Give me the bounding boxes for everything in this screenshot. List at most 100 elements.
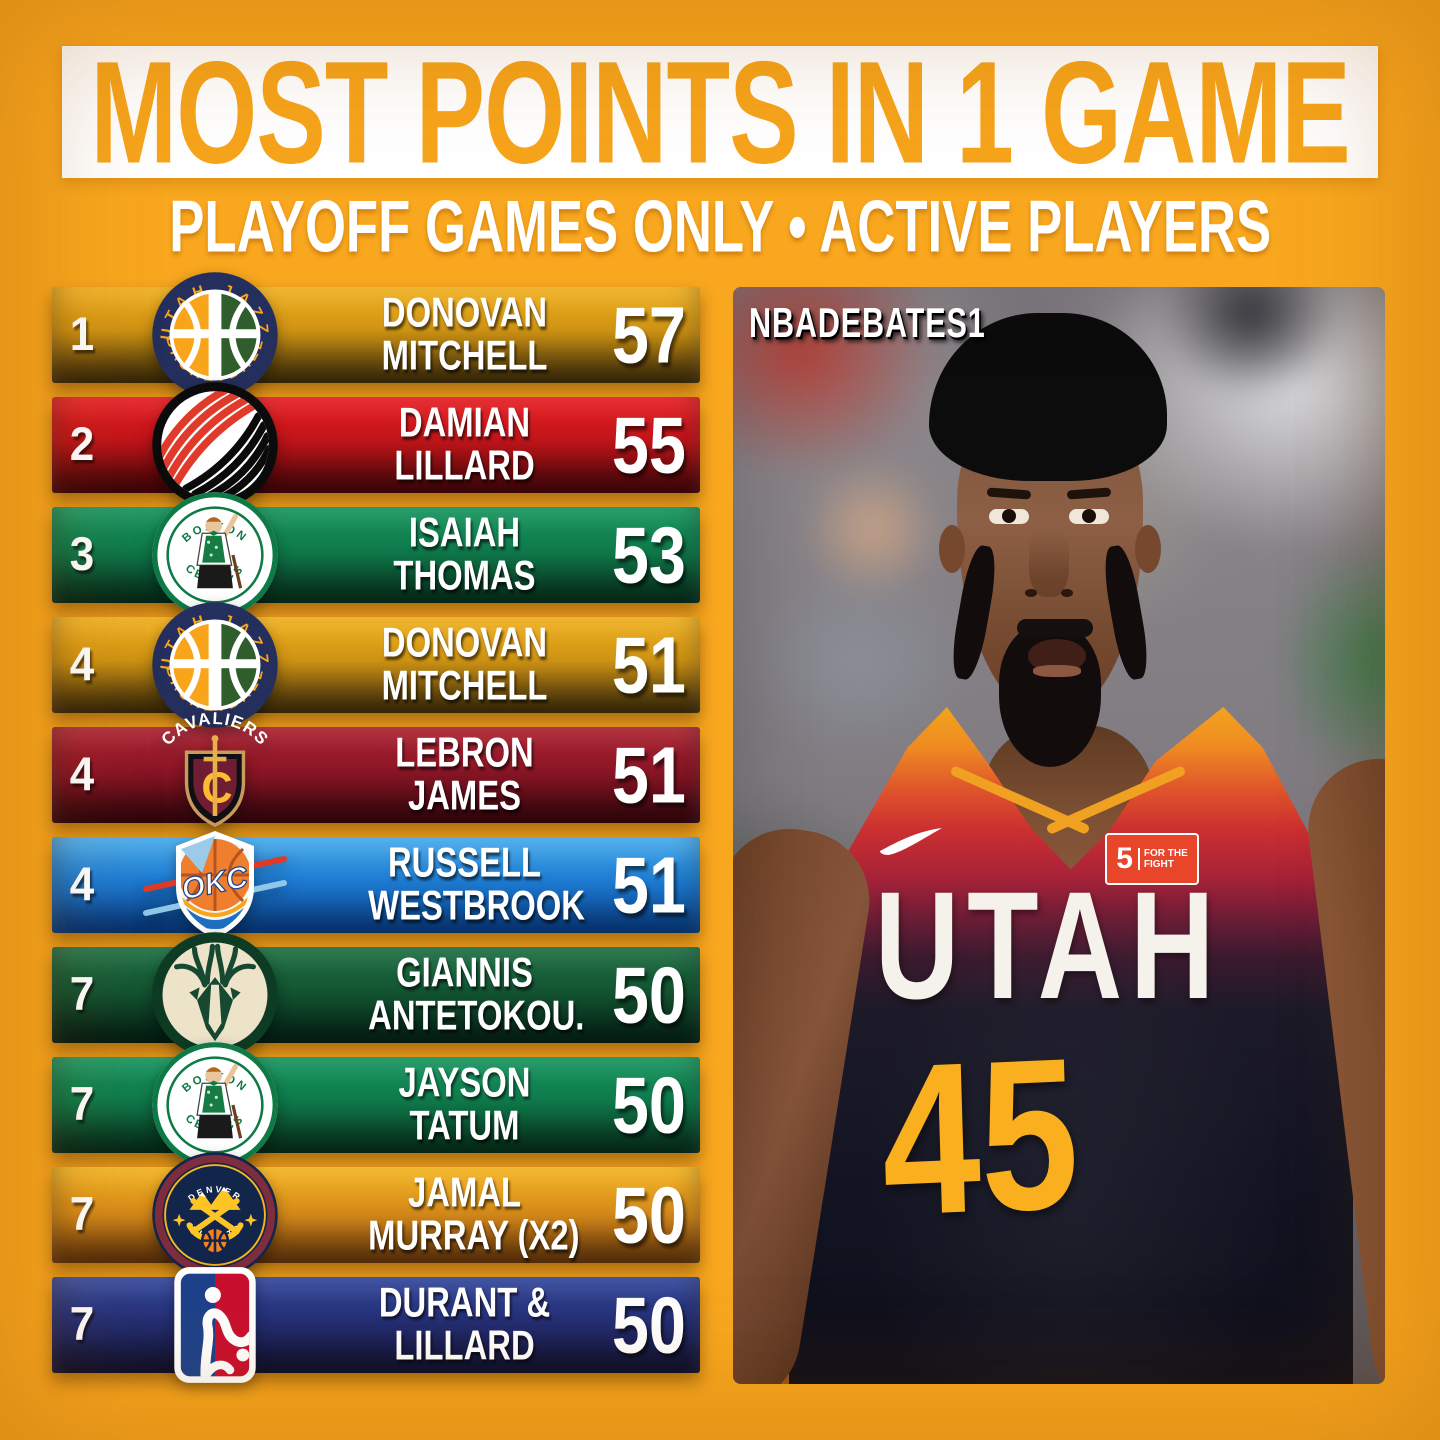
rank-label: 4 <box>69 638 95 691</box>
points-value: 51 <box>611 730 686 820</box>
player-name: DURANT & LILLARD <box>368 1279 561 1370</box>
five-for-the-fight-patch: 5 FOR THE FIGHT <box>1105 833 1199 885</box>
jersey-neck-trim-right <box>1045 764 1187 836</box>
page-title: MOST POINTS IN 1 GAME <box>90 30 1350 194</box>
player-name-line2: WESTBROOK <box>368 882 585 930</box>
basketball-blob <box>733 1287 823 1384</box>
rank-label: 7 <box>69 968 95 1021</box>
player-eye-right <box>1069 509 1109 524</box>
player-name: ISAIAH THOMAS <box>368 509 561 600</box>
player-photo: UTAH 45 5 FOR THE FIGHT NBADE <box>733 287 1385 1384</box>
rank-label: 2 <box>69 418 95 471</box>
rank-label: 7 <box>69 1298 95 1351</box>
player-name-line1: JAMAL <box>408 1169 521 1217</box>
player-name-line1: ISAIAH <box>408 509 521 557</box>
player-name-line2: LILLARD <box>394 442 535 490</box>
player-name-line1: DURANT & <box>378 1279 551 1327</box>
iris <box>1002 509 1016 523</box>
player-name-line2: LILLARD <box>394 1322 535 1370</box>
rank-label: 7 <box>69 1188 95 1241</box>
patch-line2: FIGHT <box>1143 859 1174 870</box>
page-subtitle: PLAYOFF GAMES ONLY • ACTIVE PLAYERS <box>169 186 1271 269</box>
patch-number: 5 <box>1116 842 1133 875</box>
leaderboard-row-4: 4 DONOVAN MITCHELL 51 <box>52 617 700 713</box>
player-name-line2: ANTETOKOU. <box>368 992 585 1040</box>
player-name-line2: THOMAS <box>393 552 536 600</box>
iris <box>1082 509 1096 523</box>
points-value: 55 <box>611 400 686 490</box>
subtitle-row: PLAYOFF GAMES ONLY • ACTIVE PLAYERS <box>0 187 1440 268</box>
player-nostril-right <box>1061 589 1073 597</box>
player-name-line1: LEBRON <box>395 729 534 777</box>
player-ear-right <box>1135 525 1161 573</box>
rank-label: 3 <box>69 528 95 581</box>
rank-label: 1 <box>69 308 95 361</box>
player-name: LEBRON JAMES <box>368 729 561 820</box>
player-name: DONOVAN MITCHELL <box>368 619 561 710</box>
player-nose <box>1029 525 1069 597</box>
player-name-line2: MURRAY (X2) <box>368 1212 580 1260</box>
player-lower-lip <box>1033 665 1081 677</box>
leaderboard-row-7: 7 GIANNIS ANTETOKOU. 50 <box>52 947 700 1043</box>
nba-logo-icon <box>140 1255 290 1395</box>
player-eyebrow-right <box>1066 487 1112 500</box>
player-name: DAMIAN LILLARD <box>368 399 561 490</box>
player-name: RUSSELL WESTBROOK <box>368 839 585 930</box>
points-value: 53 <box>611 510 686 600</box>
player-name-line1: DONOVAN <box>381 619 548 667</box>
patch-line1: FOR THE <box>1143 848 1188 859</box>
player-name-line1: DONOVAN <box>381 289 548 337</box>
player-eyebrow-left <box>986 487 1032 500</box>
player-name-line2: MITCHELL <box>381 662 548 710</box>
player-eye-left <box>989 509 1029 524</box>
rank-label: 7 <box>69 1078 95 1131</box>
player-mouth <box>1028 639 1086 673</box>
jersey-neck-trim-left <box>949 764 1091 836</box>
patch-text: FOR THE FIGHT <box>1137 848 1188 870</box>
player-name-line2: JAMES <box>407 772 522 820</box>
points-value: 50 <box>611 1170 686 1260</box>
player-name: DONOVAN MITCHELL <box>368 289 561 380</box>
points-value: 50 <box>611 1060 686 1150</box>
player-right-shoulder <box>825 875 935 995</box>
player-beard-left <box>947 543 1001 682</box>
title-banner: MOST POINTS IN 1 GAME <box>62 31 1378 193</box>
player-name-line2: TATUM <box>409 1102 520 1150</box>
player-name-line1: DAMIAN <box>398 399 531 447</box>
player-name: JAMAL MURRAY (X2) <box>368 1169 580 1260</box>
points-value: 51 <box>611 620 686 710</box>
jersey-team-text: UTAH <box>874 859 1223 1031</box>
player-left-shoulder <box>1245 862 1360 987</box>
rank-label: 4 <box>69 858 95 911</box>
leaderboard-row-10: 7 DURANT & LILLARD 50 <box>52 1277 700 1373</box>
points-value: 50 <box>611 1280 686 1370</box>
player-name-line1: GIANNIS <box>396 949 533 997</box>
player-face <box>957 383 1143 713</box>
player-name: JAYSON TATUM <box>368 1061 561 1150</box>
player-name-line1: RUSSELL <box>387 839 542 887</box>
jersey-number: 45 <box>878 1011 1082 1262</box>
points-value: 50 <box>611 950 686 1040</box>
nike-swoosh-icon <box>880 828 942 855</box>
rank-label: 4 <box>69 748 95 801</box>
player-nostril-left <box>1025 589 1037 597</box>
player-name: GIANNIS ANTETOKOU. <box>368 949 585 1040</box>
player-beard-right <box>1099 543 1153 682</box>
player-mustache <box>1017 619 1093 637</box>
blurred-crowd-background <box>733 287 1385 1384</box>
player-neck <box>983 725 1153 895</box>
leaderboard-row-6: 4 RUSSELL WESTBROOK 51 <box>52 837 700 933</box>
player-right-arm <box>733 818 880 1384</box>
leaderboard-row-1: 1 DONOVAN MITCHELL 57 <box>52 287 700 383</box>
points-value: 51 <box>611 840 686 930</box>
leaderboard-row-9: 7 JAMAL MURRAY (X2) 50 <box>52 1167 700 1263</box>
player-left-arm <box>1300 750 1385 1384</box>
player-ear-left <box>939 525 965 573</box>
watermark-text: NBADEBATES1 <box>749 299 986 347</box>
leaderboard-row-2: 2 DAMIAN LILLARD 55 <box>52 397 700 493</box>
player-name-line2: MITCHELL <box>381 332 548 380</box>
leaderboard-row-8: 7 JAYSON TATUM 50 <box>52 1057 700 1153</box>
player-chin-beard <box>999 625 1101 767</box>
leaderboard: 1 DONOVAN MITCHELL 57 2 DAMIAN LILLARD 55 … <box>52 287 700 1387</box>
